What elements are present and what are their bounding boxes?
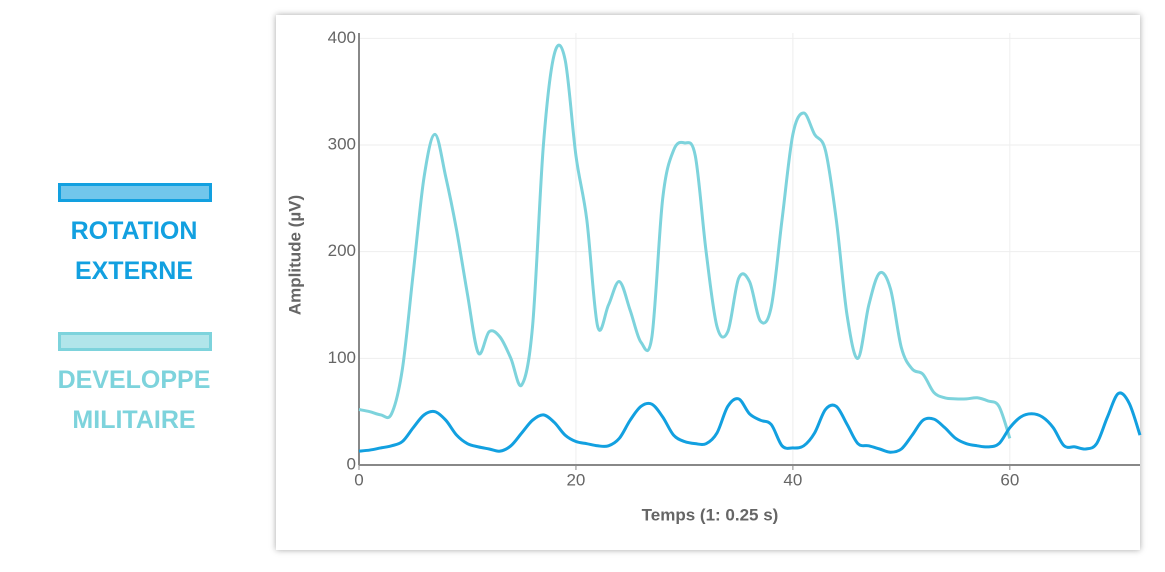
legend-label: DEVELOPPE MILITAIRE xyxy=(57,366,211,434)
y-tick-label: 400 xyxy=(328,28,356,47)
series-line xyxy=(358,391,1142,454)
legend-label: ROTATION EXTERNE xyxy=(70,217,198,285)
y-tick-label: 300 xyxy=(328,134,356,153)
y-axis-label: Amplitude (µV) xyxy=(285,195,304,315)
y-tick-label: 200 xyxy=(328,241,356,260)
x-tick-label: 0 xyxy=(354,470,363,489)
x-axis-label: Temps (1: 0.25 s) xyxy=(642,505,779,524)
y-tick-label: 0 xyxy=(347,454,356,473)
y-tick-label: 100 xyxy=(328,348,356,367)
chart-panel xyxy=(276,15,1140,550)
x-tick-label: 20 xyxy=(566,470,585,489)
series-line xyxy=(358,43,1012,439)
legend-swatch xyxy=(58,332,212,351)
legend-swatch xyxy=(58,183,212,202)
x-tick-label: 60 xyxy=(1000,470,1019,489)
x-tick-label: 40 xyxy=(783,470,802,489)
